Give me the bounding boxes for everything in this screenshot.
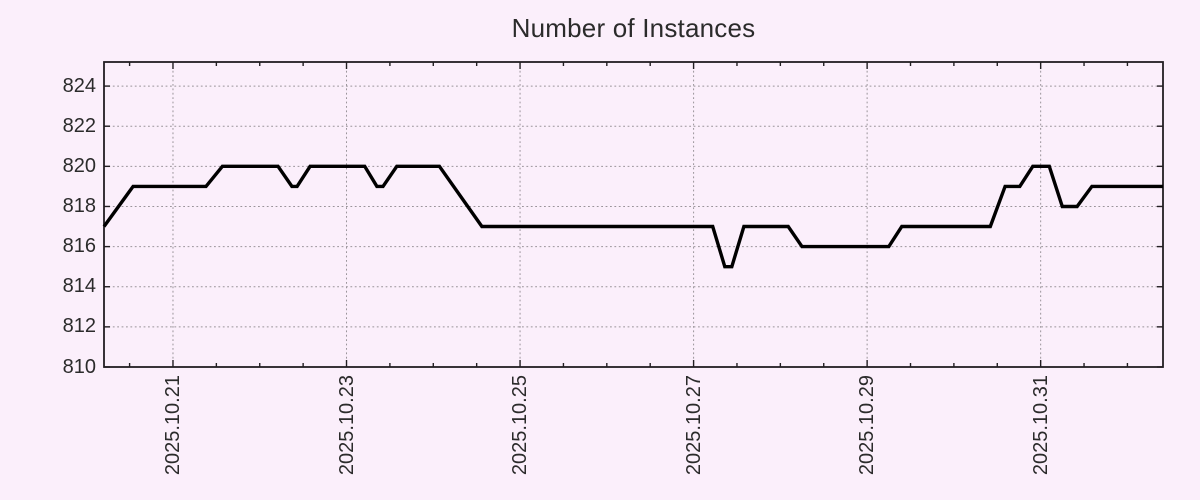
chart-title: Number of Instances (511, 13, 756, 43)
x-tick-label-text: 2025.10.21 (161, 375, 184, 476)
y-tick-label: 824 (62, 74, 96, 97)
y-tick-label: 816 (62, 235, 96, 258)
x-tick-label-text: 2025.10.29 (856, 375, 879, 476)
series-line-instances (102, 164, 1163, 269)
x-tick-label: 2025.10.31 (1029, 375, 1052, 476)
x-tick-label-text: 2025.10.31 (1029, 375, 1052, 476)
x-tick-label: 2025.10.21 (161, 375, 184, 476)
y-tick-label: 812 (62, 315, 96, 338)
plot-border (103, 61, 1164, 368)
x-tick-label-text: 2025.10.27 (682, 375, 705, 476)
x-tick-label: 2025.10.27 (682, 375, 705, 476)
x-tick-label-text: 2025.10.25 (509, 375, 532, 476)
x-tick-label: 2025.10.25 (509, 375, 532, 476)
x-tick-label-text: 2025.10.23 (335, 375, 358, 476)
y-tick-label: 822 (62, 114, 96, 137)
y-tick-label: 820 (62, 154, 96, 177)
y-tick-label: 810 (62, 355, 96, 378)
x-tick-label: 2025.10.23 (335, 375, 358, 476)
y-tick-label: 814 (62, 275, 96, 298)
y-tick-label: 818 (62, 194, 96, 217)
x-tick-label: 2025.10.29 (856, 375, 879, 476)
